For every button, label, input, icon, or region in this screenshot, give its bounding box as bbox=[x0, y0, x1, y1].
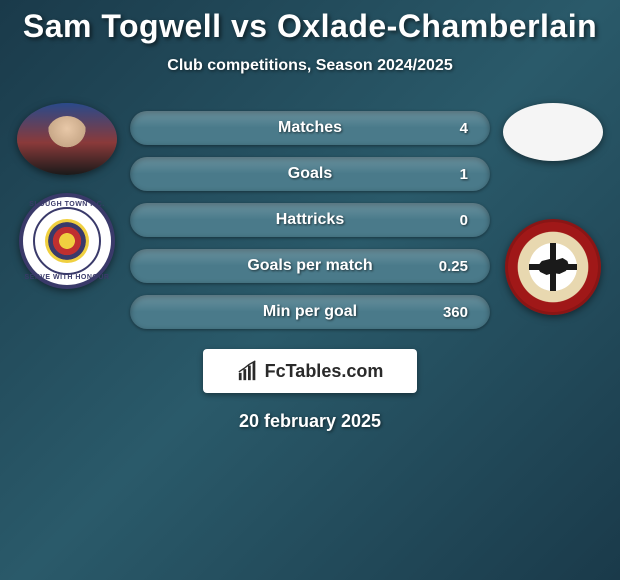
badge-inner-icon bbox=[45, 219, 89, 263]
stat-row-hattricks: Hattricks 0 bbox=[130, 203, 490, 237]
stat-row-matches: Matches 4 bbox=[130, 111, 490, 145]
stat-right-value: 0.25 bbox=[418, 258, 468, 275]
subtitle: Club competitions, Season 2024/2025 bbox=[0, 57, 620, 75]
stat-right-value: 360 bbox=[418, 304, 468, 321]
stat-row-min-per-goal: Min per goal 360 bbox=[130, 295, 490, 329]
body-row: SLOUGH TOWN F.C. SERVE WITH HONOUR Match… bbox=[0, 103, 620, 329]
comparison-card: Sam Togwell vs Oxlade-Chamberlain Club c… bbox=[0, 0, 620, 432]
bar-chart-icon bbox=[237, 360, 259, 382]
stat-row-goals-per-match: Goals per match 0.25 bbox=[130, 249, 490, 283]
stat-label: Min per goal bbox=[202, 303, 418, 321]
badge-lion-icon bbox=[537, 257, 569, 277]
stats-list: Matches 4 Goals 1 Hattricks 0 Goals per … bbox=[130, 103, 490, 329]
logo-text: FcTables.com bbox=[265, 361, 384, 382]
right-player-column bbox=[498, 103, 608, 315]
badge-inner-cross bbox=[529, 243, 577, 291]
stat-right-value: 0 bbox=[418, 212, 468, 229]
page-title: Sam Togwell vs Oxlade-Chamberlain bbox=[0, 8, 620, 45]
stat-row-goals: Goals 1 bbox=[130, 157, 490, 191]
stat-label: Goals per match bbox=[202, 257, 418, 275]
left-player-avatar bbox=[17, 103, 117, 175]
stat-label: Matches bbox=[202, 119, 418, 137]
right-player-avatar-blank bbox=[503, 103, 603, 161]
avatar-photo-placeholder bbox=[17, 103, 117, 175]
badge-top-text: SLOUGH TOWN F.C. bbox=[23, 201, 111, 208]
left-player-column: SLOUGH TOWN F.C. SERVE WITH HONOUR bbox=[12, 103, 122, 289]
right-club-badge bbox=[505, 219, 601, 315]
stat-label: Goals bbox=[202, 165, 418, 183]
stat-right-value: 1 bbox=[418, 166, 468, 183]
site-logo[interactable]: FcTables.com bbox=[203, 349, 417, 393]
left-club-badge: SLOUGH TOWN F.C. SERVE WITH HONOUR bbox=[19, 193, 115, 289]
stat-right-value: 4 bbox=[418, 120, 468, 137]
date-text: 20 february 2025 bbox=[0, 411, 620, 432]
stat-label: Hattricks bbox=[202, 211, 418, 229]
badge-bottom-text: SERVE WITH HONOUR bbox=[23, 274, 111, 281]
